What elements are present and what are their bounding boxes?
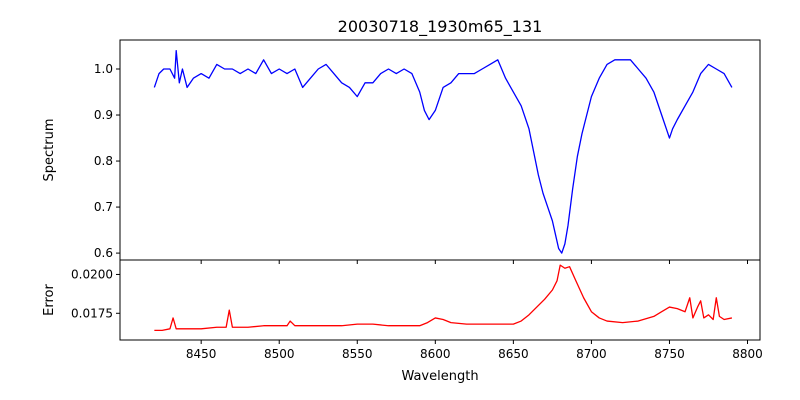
error-x-tick-label: 8800: [732, 347, 763, 361]
error-y-tick-label: 0.0200: [71, 267, 113, 281]
spectrum-series-line: [153, 49, 733, 254]
error-x-tick-label: 8500: [264, 347, 295, 361]
error-x-tick-label: 8700: [576, 347, 607, 361]
error-axes-frame: [119, 259, 761, 341]
spectrum-panel: 0.6 0.7 0.8 0.9 1.0: [94, 39, 761, 264]
bottom-y-axis-label: Error: [42, 284, 57, 316]
error-panel: 8450 8500 8550 8600 8650 8700 8750 8800 0.0175 0.…: [71, 259, 763, 361]
error-x-tick-label: 8750: [654, 347, 685, 361]
spectrum-y-tick-label: 0.6: [94, 246, 113, 260]
error-y-tick-label: 0.0175: [71, 306, 113, 320]
spectrum-y-tick-label: 1.0: [94, 62, 113, 76]
error-x-tick-label: 8550: [342, 347, 373, 361]
chart-title: 20030718_1930m65_131: [338, 17, 543, 37]
top-y-axis-label: Spectrum: [42, 119, 57, 182]
spectrum-axes-frame: [119, 39, 761, 261]
error-x-tick-label: 8600: [420, 347, 451, 361]
x-axis-label: Wavelength: [401, 369, 478, 384]
error-series-line: [154, 264, 733, 332]
error-x-tick-label: 8450: [186, 347, 217, 361]
spectrum-y-tick-label: 0.9: [94, 108, 113, 122]
spectrum-y-tick-label: 0.7: [94, 200, 113, 214]
spectrum-y-tick-label: 0.8: [94, 154, 113, 168]
error-x-tick-label: 8650: [498, 347, 529, 361]
